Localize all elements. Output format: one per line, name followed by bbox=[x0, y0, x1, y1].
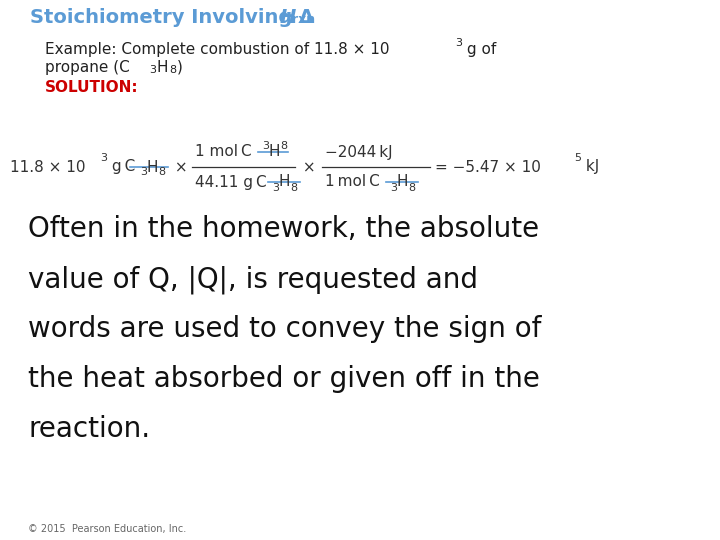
Text: 3: 3 bbox=[149, 65, 156, 75]
Text: H: H bbox=[147, 159, 158, 174]
Text: 3: 3 bbox=[455, 38, 462, 48]
Text: 11.8 × 10: 11.8 × 10 bbox=[10, 159, 86, 174]
Text: the heat absorbed or given off in the: the heat absorbed or given off in the bbox=[28, 365, 540, 393]
Text: 1 mol C: 1 mol C bbox=[195, 145, 251, 159]
Text: SOLUTION:: SOLUTION: bbox=[45, 80, 139, 95]
Text: H: H bbox=[280, 8, 297, 27]
Text: 8: 8 bbox=[280, 141, 287, 151]
Text: H: H bbox=[157, 60, 168, 75]
Text: g C: g C bbox=[107, 159, 135, 174]
Text: = −5.47 × 10: = −5.47 × 10 bbox=[435, 159, 541, 174]
Text: ×: × bbox=[170, 159, 188, 174]
Text: 1 mol C: 1 mol C bbox=[325, 174, 379, 190]
Text: propane (C: propane (C bbox=[45, 60, 130, 75]
Text: 3: 3 bbox=[262, 141, 269, 151]
Text: words are used to convey the sign of: words are used to convey the sign of bbox=[28, 315, 541, 343]
Text: ): ) bbox=[177, 60, 183, 75]
Text: Example: Complete combustion of 11.8 × 10: Example: Complete combustion of 11.8 × 1… bbox=[45, 42, 390, 57]
Text: g of: g of bbox=[462, 42, 496, 57]
Text: 3: 3 bbox=[100, 153, 107, 163]
Text: 8: 8 bbox=[158, 167, 165, 177]
Text: H: H bbox=[269, 145, 281, 159]
Text: H: H bbox=[279, 174, 290, 190]
Text: reaction.: reaction. bbox=[28, 415, 150, 443]
Text: kJ: kJ bbox=[581, 159, 599, 174]
Text: © 2015  Pearson Education, Inc.: © 2015 Pearson Education, Inc. bbox=[28, 524, 186, 534]
Text: value of Q, |Q|, is requested and: value of Q, |Q|, is requested and bbox=[28, 265, 478, 294]
Text: 3: 3 bbox=[140, 167, 147, 177]
Text: 8: 8 bbox=[169, 65, 176, 75]
Text: rxn: rxn bbox=[292, 13, 315, 26]
Text: 3: 3 bbox=[390, 183, 397, 193]
Text: ×: × bbox=[298, 159, 315, 174]
Text: H: H bbox=[397, 174, 408, 190]
Text: 8: 8 bbox=[408, 183, 415, 193]
Text: Often in the homework, the absolute: Often in the homework, the absolute bbox=[28, 215, 539, 243]
Text: Stoichiometry Involving Δ: Stoichiometry Involving Δ bbox=[30, 8, 314, 27]
Text: 44.11 g C: 44.11 g C bbox=[195, 174, 266, 190]
Text: 5: 5 bbox=[574, 153, 581, 163]
Text: 3: 3 bbox=[272, 183, 279, 193]
Text: 8: 8 bbox=[290, 183, 297, 193]
Text: −2044 kJ: −2044 kJ bbox=[325, 145, 392, 159]
